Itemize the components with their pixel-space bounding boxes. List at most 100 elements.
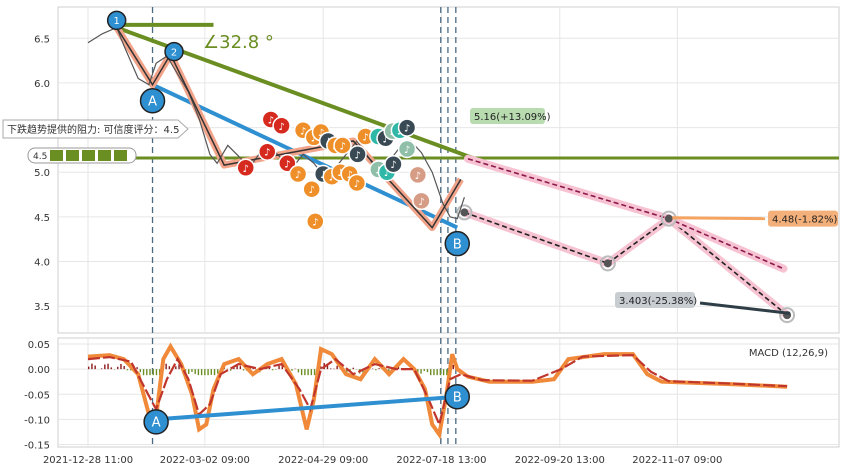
wave-circle <box>444 230 471 257</box>
wave-text: A <box>152 416 161 431</box>
macd-histogram-bar <box>291 369 293 371</box>
macd-histogram-bar <box>439 369 442 376</box>
macd-layer <box>87 342 788 440</box>
macd-histogram-bar <box>242 369 245 371</box>
macd-histogram-bar <box>446 369 448 376</box>
wave-circle <box>143 409 169 435</box>
projection-label-text: 4.48(-1.82%) <box>772 215 838 226</box>
macd-histogram-bar <box>320 366 322 370</box>
projection-node-ring <box>599 255 616 272</box>
macd-histogram-bar <box>304 369 306 376</box>
signal-marker-glyph: ♪ <box>415 171 421 182</box>
signal-marker-dot <box>347 173 367 193</box>
x-tick: 2022-11-07 09:00 <box>632 455 722 466</box>
signal-marker-glyph: ♪ <box>295 170 301 181</box>
price-y-tick: 4.0 <box>34 258 50 269</box>
wave-circle <box>139 88 166 114</box>
macd-histogram-bar <box>336 365 338 370</box>
price-y-tick: 3.5 <box>34 302 50 313</box>
signal-marker: ♪ <box>384 154 403 174</box>
signal-marker-glyph: ♪ <box>337 168 343 179</box>
badge-square <box>114 150 127 161</box>
macd-histogram-bar <box>433 369 435 376</box>
macd-histogram-bar <box>300 369 303 376</box>
macd-histogram-bar <box>236 364 238 370</box>
macd-histogram-bar <box>110 367 112 370</box>
wave-circle <box>444 384 471 410</box>
macd-histogram-bar <box>146 369 148 376</box>
signal-marker-dot <box>272 116 291 136</box>
projection-label: 5.16(+13.09%) <box>470 107 551 124</box>
signal-marker-glyph: ♪ <box>284 159 290 170</box>
macd-histogram-bar <box>426 369 429 373</box>
macd-histogram-bar <box>194 369 196 374</box>
wave-text: A <box>148 95 157 110</box>
macd-histogram-bar <box>191 369 193 372</box>
projection-label: 3.403(-25.38%) <box>615 292 697 308</box>
arrow-4-48 <box>672 216 766 221</box>
macd-histogram-bar <box>207 369 209 376</box>
signal-marker: ♪ <box>347 173 367 193</box>
wave-point-A: A <box>139 88 166 114</box>
macd-histogram-bar <box>120 363 122 370</box>
macd-histogram-bar <box>310 369 313 376</box>
projection-path <box>464 211 788 316</box>
signal-marker-glyph: ♪ <box>264 148 270 159</box>
wave-labels: 1 2 A B A B <box>106 10 471 435</box>
signal-marker: ♪ <box>302 179 321 199</box>
projection-label-bg <box>470 107 545 124</box>
projection-node-ring <box>456 204 473 221</box>
macd-y-tick: -0.10 <box>24 415 50 426</box>
wave-point-1: 1 <box>106 10 127 31</box>
macd-histogram-bar <box>152 369 154 376</box>
x-tick: 2022-09-20 13:00 <box>515 455 605 466</box>
signal-marker: ♪ <box>412 191 431 211</box>
signal-marker-glyph: ♪ <box>354 150 360 161</box>
signal-marker-glyph: ♪ <box>384 168 390 179</box>
arrow-3-403 <box>699 301 791 315</box>
signal-marker-dot <box>397 118 417 137</box>
wave-point-B: B <box>444 230 471 257</box>
wave-circle <box>106 10 127 31</box>
macd-histogram-bar <box>175 366 177 370</box>
signal-marker-glyph: ♪ <box>311 133 317 144</box>
signal-marker-glyph: ♪ <box>382 134 388 145</box>
macd-histogram-bar <box>149 369 151 376</box>
signal-marker-glyph: ♪ <box>404 145 410 156</box>
signal-marker: ♪ <box>408 165 428 185</box>
macd-histogram-bar <box>178 364 180 370</box>
macd-histogram-bar <box>100 368 103 370</box>
signal-marker-glyph: ♪ <box>300 126 306 137</box>
macd-histogram-bar <box>200 369 203 376</box>
macd-y-tick-labels: 0.05 0.00 -0.05 -0.10 -0.15 <box>24 340 50 451</box>
signal-line <box>87 353 788 428</box>
macd-histogram-bar <box>352 367 354 370</box>
macd-histogram-bar <box>313 369 316 376</box>
wave-text: 2 <box>171 47 177 58</box>
badge-square <box>66 150 79 161</box>
resistance-text: 下跌趋势提供的阻力: 可信度评分：4.5 <box>7 123 179 136</box>
signal-marker: ♪ <box>333 136 352 155</box>
angle-label: ∠32.8 ° <box>203 32 274 53</box>
macd-title: MACD (12,26,9) <box>749 348 828 359</box>
macd-histogram-bar <box>107 363 109 370</box>
signal-marker-dot <box>333 136 352 155</box>
macd-histogram-bar <box>217 369 219 374</box>
wave-point-2: 2 <box>164 41 184 62</box>
macd-histogram-bar <box>239 366 242 370</box>
signal-marker-dot <box>236 158 255 178</box>
macd-histogram-bar <box>297 369 300 373</box>
macd-line <box>87 342 788 440</box>
macd-histogram-bar <box>397 365 400 370</box>
x-tick: 2022-07-18 13:00 <box>396 455 486 466</box>
signal-marker-dot <box>348 145 367 164</box>
signal-marker-glyph: ♪ <box>309 185 315 196</box>
signal-marker: ♪ <box>258 142 277 161</box>
signal-marker-glyph: ♪ <box>390 160 396 171</box>
signal-marker-dot <box>397 139 417 159</box>
signal-marker-glyph: ♪ <box>404 124 410 135</box>
projection-label-bg <box>768 210 838 227</box>
support-badge-value: 4.5 <box>33 152 47 162</box>
badge-square <box>82 150 95 161</box>
